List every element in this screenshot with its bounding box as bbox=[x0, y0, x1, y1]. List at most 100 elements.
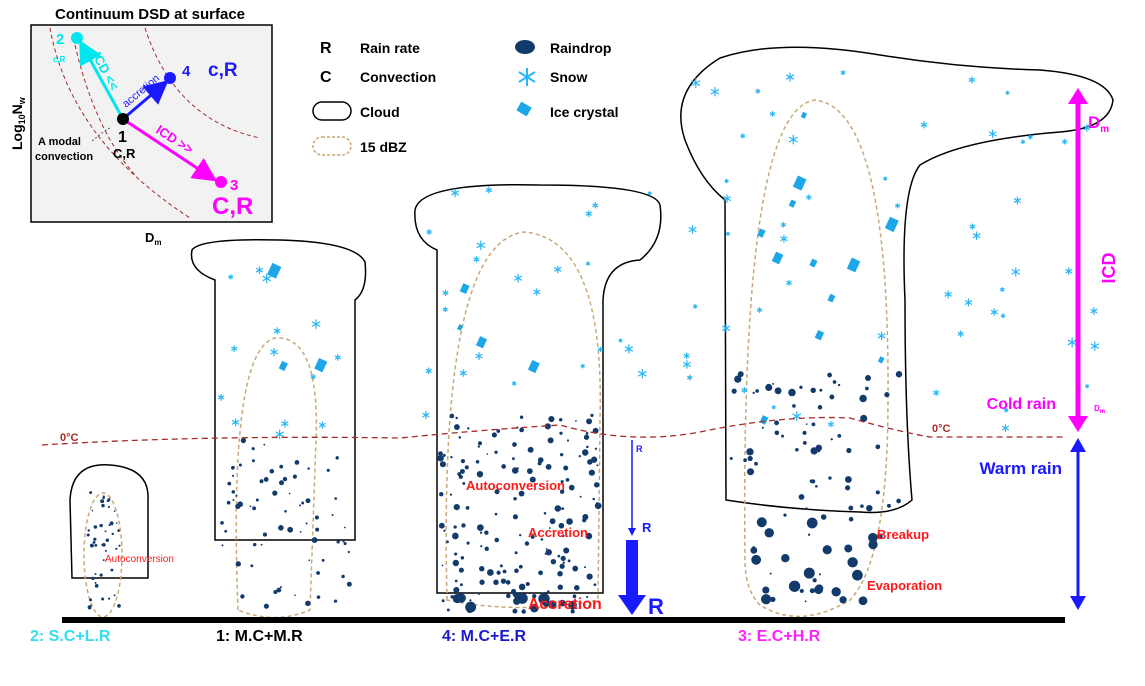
raindrop bbox=[752, 391, 755, 395]
raindrop bbox=[512, 608, 518, 614]
snowflake bbox=[683, 352, 690, 359]
raindrop bbox=[456, 593, 466, 603]
raindrop bbox=[820, 514, 827, 520]
raindrop bbox=[545, 548, 548, 550]
ice-legend-icon bbox=[516, 101, 532, 117]
raindrop bbox=[250, 564, 254, 568]
ice-crystal bbox=[757, 228, 766, 238]
snowflake bbox=[688, 225, 697, 234]
raindrop bbox=[593, 482, 600, 488]
raindrop bbox=[343, 542, 347, 546]
raindrop bbox=[453, 525, 457, 529]
snowflake bbox=[806, 194, 812, 201]
snowflake bbox=[624, 344, 634, 354]
raindrop bbox=[530, 535, 535, 539]
raindrop bbox=[566, 439, 570, 442]
rain-rate-arrow-large bbox=[618, 540, 646, 615]
snowflake bbox=[682, 360, 691, 369]
raindrop bbox=[750, 546, 758, 554]
raindrop bbox=[761, 426, 764, 429]
snowflake bbox=[788, 134, 798, 145]
legend-r-key: R bbox=[320, 40, 332, 57]
rain-rate-label-medium: R bbox=[642, 520, 652, 535]
raindrop bbox=[511, 588, 517, 594]
raindrop bbox=[251, 459, 255, 463]
inset-title: Continuum DSD at surface bbox=[55, 6, 245, 23]
snowflake bbox=[755, 88, 761, 94]
raindrop bbox=[875, 444, 881, 450]
raindrop bbox=[441, 599, 445, 603]
raindrop bbox=[792, 404, 796, 408]
snowflake bbox=[533, 288, 541, 296]
snowflake bbox=[270, 347, 278, 357]
raindrop bbox=[117, 604, 121, 608]
raindrop bbox=[886, 503, 891, 508]
raindrop bbox=[566, 518, 573, 525]
raindrop bbox=[830, 438, 833, 441]
raindrop bbox=[484, 530, 489, 535]
raindrop bbox=[458, 436, 462, 439]
ice-crystal bbox=[788, 199, 797, 208]
raindrop bbox=[449, 493, 453, 496]
annotation-line2: convection bbox=[35, 151, 93, 163]
raindrop bbox=[559, 563, 565, 569]
snowflake bbox=[637, 368, 647, 379]
raindrop bbox=[465, 601, 477, 613]
raindrop bbox=[299, 530, 302, 533]
cloud-legend-icon bbox=[312, 101, 352, 121]
freezing-label-left: 0°C bbox=[60, 432, 79, 444]
cloud-4-label: 4: M.C+E.R bbox=[442, 628, 526, 645]
raindrop bbox=[237, 501, 243, 508]
raindrop bbox=[465, 506, 470, 510]
snowflake bbox=[771, 405, 776, 410]
legend-c-key: C bbox=[320, 69, 332, 86]
snowflake bbox=[592, 202, 599, 209]
raindrop bbox=[486, 569, 494, 576]
dbz-15-outline-4 bbox=[445, 231, 602, 609]
raindrop bbox=[895, 371, 903, 378]
raindrop bbox=[557, 584, 563, 590]
raindrop bbox=[269, 469, 275, 474]
snowflake bbox=[740, 133, 746, 139]
snowflake bbox=[442, 306, 449, 313]
raindrop bbox=[263, 443, 266, 446]
snowflake bbox=[786, 279, 792, 286]
raindrop bbox=[238, 463, 242, 467]
raindrop bbox=[438, 522, 445, 529]
ice-crystal bbox=[792, 175, 807, 191]
raindrop bbox=[783, 513, 787, 517]
raindrop bbox=[459, 468, 465, 474]
raindrop bbox=[272, 490, 278, 496]
autoconversion-label: Autoconversion bbox=[466, 478, 565, 493]
raindrop bbox=[818, 573, 821, 576]
raindrop bbox=[104, 530, 107, 533]
raindrop bbox=[746, 448, 754, 456]
snowflake bbox=[756, 307, 763, 313]
snowflake bbox=[920, 121, 928, 129]
snowflake bbox=[944, 290, 952, 299]
raindrop bbox=[530, 603, 539, 613]
raindrop bbox=[311, 537, 318, 543]
raindrop bbox=[743, 458, 747, 463]
raindrop bbox=[113, 510, 116, 512]
raindrop bbox=[107, 505, 110, 509]
raindrop bbox=[335, 456, 339, 460]
raindrop bbox=[578, 455, 582, 458]
raindrop bbox=[315, 527, 320, 532]
raindrop bbox=[512, 457, 515, 461]
raindrop bbox=[846, 447, 852, 454]
snowflake bbox=[647, 191, 652, 196]
raindrop bbox=[336, 540, 340, 544]
raindrop bbox=[755, 389, 759, 393]
raindrop bbox=[762, 586, 770, 594]
raindrop bbox=[529, 476, 536, 483]
snowflake bbox=[422, 411, 430, 419]
annotation-pointer bbox=[91, 127, 111, 142]
raindrop bbox=[876, 533, 883, 540]
raindrop bbox=[326, 468, 330, 472]
cloud-3-outline bbox=[680, 46, 1114, 514]
point-2-sub: c,R bbox=[53, 55, 66, 64]
raindrop bbox=[540, 538, 544, 541]
snowflake bbox=[1027, 134, 1033, 140]
raindrop bbox=[491, 432, 497, 438]
